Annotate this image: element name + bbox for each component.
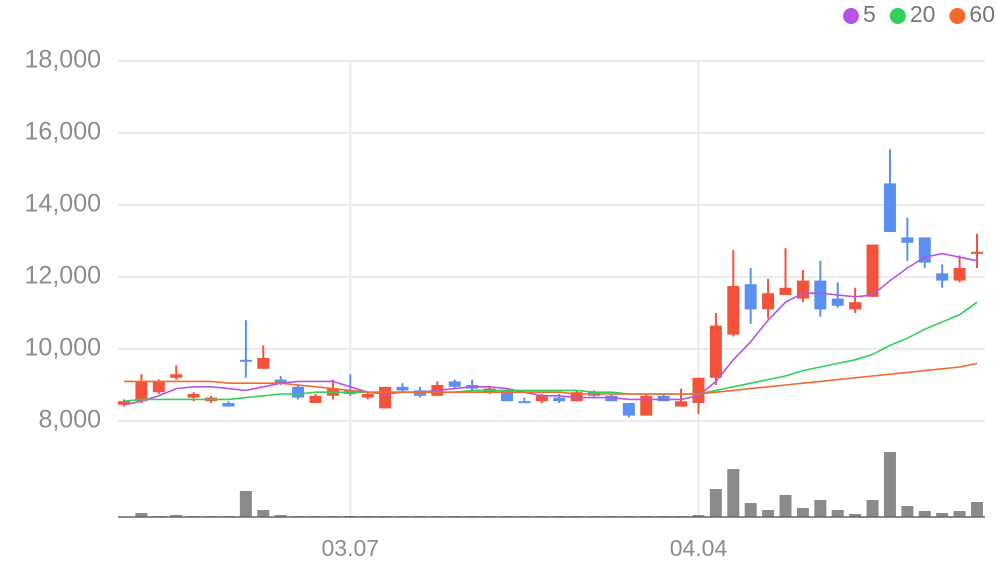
volume-bar (762, 510, 775, 517)
y-tick-label: 18,000 (25, 46, 101, 74)
candle-body (135, 381, 148, 402)
candle-body (901, 237, 914, 243)
y-tick-label: 12,000 (25, 262, 101, 290)
x-tick-label: 03.07 (322, 535, 380, 561)
candle-body (883, 183, 896, 232)
volume-bar (274, 515, 287, 517)
volume-bar (709, 489, 722, 517)
legend-label: 20 (910, 1, 936, 27)
volume-bar (727, 469, 740, 517)
candle-body (535, 395, 548, 402)
y-tick-label: 10,000 (25, 334, 101, 362)
candle-body (500, 390, 513, 402)
candle-body (814, 280, 827, 310)
volume-bar (796, 508, 809, 517)
candle-body (744, 284, 757, 310)
y-tick-label: 14,000 (25, 190, 101, 218)
candle-body (170, 374, 183, 378)
volume-bar (257, 510, 270, 517)
candle-body (727, 286, 740, 335)
volume-bar (936, 513, 949, 517)
volume-bar (744, 503, 757, 517)
candle-body (675, 401, 688, 407)
candle-body (953, 268, 966, 281)
candle-body (866, 244, 879, 297)
candle-body (239, 359, 252, 362)
volume-bar (779, 495, 792, 517)
volume-bar (971, 502, 983, 517)
candle-body (605, 395, 618, 402)
candle-body (518, 401, 531, 404)
x-tick-label: 04.04 (670, 535, 728, 561)
ma-line (123, 252, 978, 406)
candle-body (553, 397, 566, 402)
legend-swatch (843, 8, 860, 24)
candle-body (779, 287, 792, 295)
candle-body (292, 386, 305, 398)
candle-body (187, 394, 200, 398)
volume-bar (866, 500, 879, 517)
candle-body (971, 251, 983, 254)
y-tick-label: 8,000 (38, 406, 101, 434)
candle-body (709, 325, 722, 378)
candle-body (257, 358, 270, 369)
volume-bar (692, 515, 705, 517)
candle-body (396, 386, 409, 391)
candle-body (849, 302, 862, 310)
candle-body (762, 293, 775, 310)
candle-body (309, 395, 322, 403)
candle-body (274, 379, 287, 384)
candle-body (622, 403, 635, 416)
volume-bar (918, 511, 931, 517)
volume-bar (883, 452, 896, 517)
candle-body (640, 395, 653, 416)
candle-body (918, 237, 931, 263)
legend-label: 5 (863, 1, 876, 27)
volume-bar (901, 506, 914, 517)
volume-bar (814, 500, 827, 517)
legend-swatch (949, 8, 966, 24)
candle-body (570, 392, 583, 402)
volume-bar (239, 491, 252, 517)
y-tick-label: 16,000 (25, 118, 101, 146)
legend-label: 60 (969, 1, 995, 27)
candle-body (831, 298, 844, 306)
candle-body (118, 401, 130, 405)
candle-body (692, 377, 705, 403)
volume-bar (849, 514, 862, 517)
candle-body (379, 386, 392, 409)
candle-body (448, 381, 461, 387)
legend-swatch (889, 8, 906, 24)
candle-body (413, 390, 426, 396)
ma-line (123, 301, 978, 402)
volume-bar (831, 510, 844, 517)
volume-bar (953, 511, 966, 517)
ma-line (124, 362, 978, 395)
candle-body (222, 403, 235, 407)
volume-bar (135, 513, 148, 517)
candle-body (152, 381, 165, 393)
candle-body (361, 394, 374, 398)
candle-body (657, 395, 670, 402)
candle-body (936, 273, 949, 281)
volume-bar (170, 515, 183, 517)
